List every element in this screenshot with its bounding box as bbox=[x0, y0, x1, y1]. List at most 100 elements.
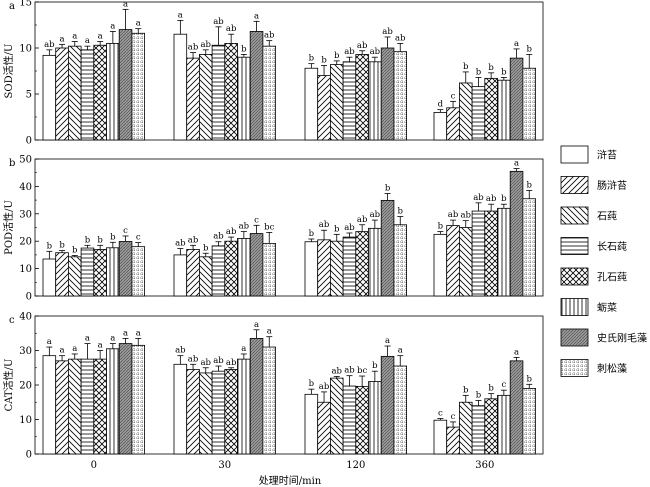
bar bbox=[211, 370, 226, 455]
significance-label: ab bbox=[473, 193, 484, 203]
bar bbox=[173, 363, 188, 455]
significance-label: b bbox=[527, 374, 533, 384]
bar bbox=[186, 57, 200, 141]
significance-label: a bbox=[267, 327, 272, 337]
legend-swatch bbox=[560, 145, 589, 164]
bar bbox=[211, 44, 226, 141]
y-tick-label: 10 bbox=[19, 44, 32, 55]
significance-label: b bbox=[476, 391, 482, 401]
significance-label: b bbox=[334, 224, 340, 234]
y-tick-label: 20 bbox=[19, 237, 32, 248]
bar bbox=[317, 239, 331, 297]
bar bbox=[106, 247, 120, 297]
significance-label: b bbox=[527, 44, 533, 54]
bar bbox=[237, 238, 251, 297]
bar bbox=[93, 358, 107, 455]
bar bbox=[355, 54, 369, 141]
bar bbox=[509, 360, 524, 455]
significance-label: ab bbox=[226, 24, 237, 34]
significance-label: b bbox=[309, 379, 315, 389]
y-tick-label: 10 bbox=[19, 415, 32, 426]
significance-label: c bbox=[501, 380, 506, 390]
significance-label: b bbox=[488, 384, 494, 394]
significance-label: ab bbox=[319, 382, 330, 392]
significance-label: b bbox=[97, 235, 103, 245]
significance-label: a bbox=[514, 159, 519, 169]
significance-label: c bbox=[123, 226, 128, 236]
significance-label: a bbox=[123, 0, 128, 9]
significance-label: b bbox=[527, 181, 533, 191]
bar bbox=[433, 233, 448, 297]
bar bbox=[342, 385, 357, 455]
bar bbox=[484, 77, 498, 141]
bar bbox=[198, 54, 213, 141]
bar bbox=[380, 199, 395, 297]
legend-label: 肠浒苔 bbox=[597, 179, 627, 192]
significance-label: a bbox=[98, 32, 103, 42]
bar bbox=[131, 32, 145, 141]
significance-label: a bbox=[514, 39, 519, 49]
significance-label: ab bbox=[357, 215, 368, 225]
legend-swatch bbox=[560, 206, 589, 225]
significance-label: a bbox=[385, 336, 390, 346]
bar bbox=[509, 170, 524, 297]
y-axis-label: SOD活性/U bbox=[2, 44, 15, 99]
significance-label: bc bbox=[264, 222, 274, 232]
significance-label: ab bbox=[175, 346, 186, 356]
significance-label: ab bbox=[188, 235, 199, 245]
bar bbox=[106, 348, 120, 455]
significance-label: b bbox=[85, 235, 91, 245]
bar bbox=[522, 67, 537, 141]
y-tick-label: 20 bbox=[19, 381, 32, 392]
bar bbox=[93, 249, 107, 297]
significance-label: ab bbox=[239, 222, 250, 232]
bar bbox=[93, 44, 107, 141]
bar bbox=[497, 394, 511, 455]
bar bbox=[342, 236, 357, 297]
significance-label: a bbox=[136, 19, 141, 29]
x-tick-label: 360 bbox=[475, 460, 494, 471]
significance-label: ab bbox=[213, 356, 224, 366]
significance-label: b bbox=[309, 54, 315, 64]
bar bbox=[42, 258, 57, 297]
bar bbox=[368, 227, 382, 297]
significance-label: ab bbox=[226, 227, 237, 237]
significance-label: b bbox=[47, 241, 53, 251]
significance-label: b bbox=[438, 222, 444, 232]
bar bbox=[68, 256, 82, 297]
y-tick-label: 10 bbox=[19, 264, 32, 275]
bar bbox=[458, 82, 473, 141]
panel-label: a bbox=[9, 1, 15, 12]
significance-label: bc bbox=[357, 366, 367, 376]
x-tick-label: 120 bbox=[346, 460, 365, 471]
bar bbox=[304, 67, 319, 141]
significance-label: b bbox=[463, 62, 469, 72]
y-axis-label: CAT活性/U bbox=[2, 359, 15, 412]
bar bbox=[173, 33, 188, 141]
legend-swatch bbox=[560, 328, 589, 347]
significance-label: b bbox=[501, 67, 507, 77]
bar bbox=[42, 54, 57, 141]
y-tick-label: 0 bbox=[26, 292, 32, 303]
y-tick-label: 0 bbox=[26, 136, 32, 147]
significance-label: c bbox=[136, 233, 141, 243]
bar bbox=[68, 45, 82, 141]
legend-label: 长石莼 bbox=[597, 241, 627, 253]
significance-label: b bbox=[488, 63, 494, 73]
x-tick-label: 0 bbox=[91, 460, 97, 471]
significance-label: c bbox=[438, 408, 443, 418]
significance-label: a bbox=[398, 346, 403, 356]
bar bbox=[355, 385, 369, 455]
significance-label: b bbox=[385, 184, 391, 194]
panel-label: c bbox=[9, 315, 15, 326]
significance-label: ab bbox=[357, 41, 368, 51]
significance-label: ab bbox=[319, 220, 330, 230]
significance-label: ab bbox=[382, 27, 393, 37]
bar bbox=[131, 246, 145, 297]
bar bbox=[317, 75, 331, 141]
legend-swatch bbox=[560, 359, 589, 377]
bar bbox=[433, 112, 448, 141]
bar bbox=[368, 61, 382, 141]
